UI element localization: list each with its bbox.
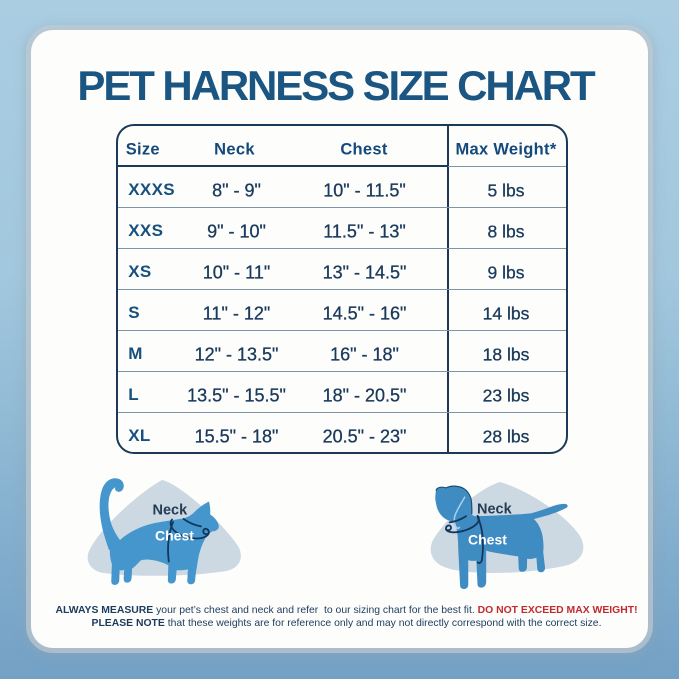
svg-text:Neck: Neck [477, 501, 513, 517]
svg-text:Neck: Neck [153, 503, 189, 519]
svg-text:Chest: Chest [468, 532, 507, 548]
svg-text:Chest: Chest [155, 528, 194, 544]
